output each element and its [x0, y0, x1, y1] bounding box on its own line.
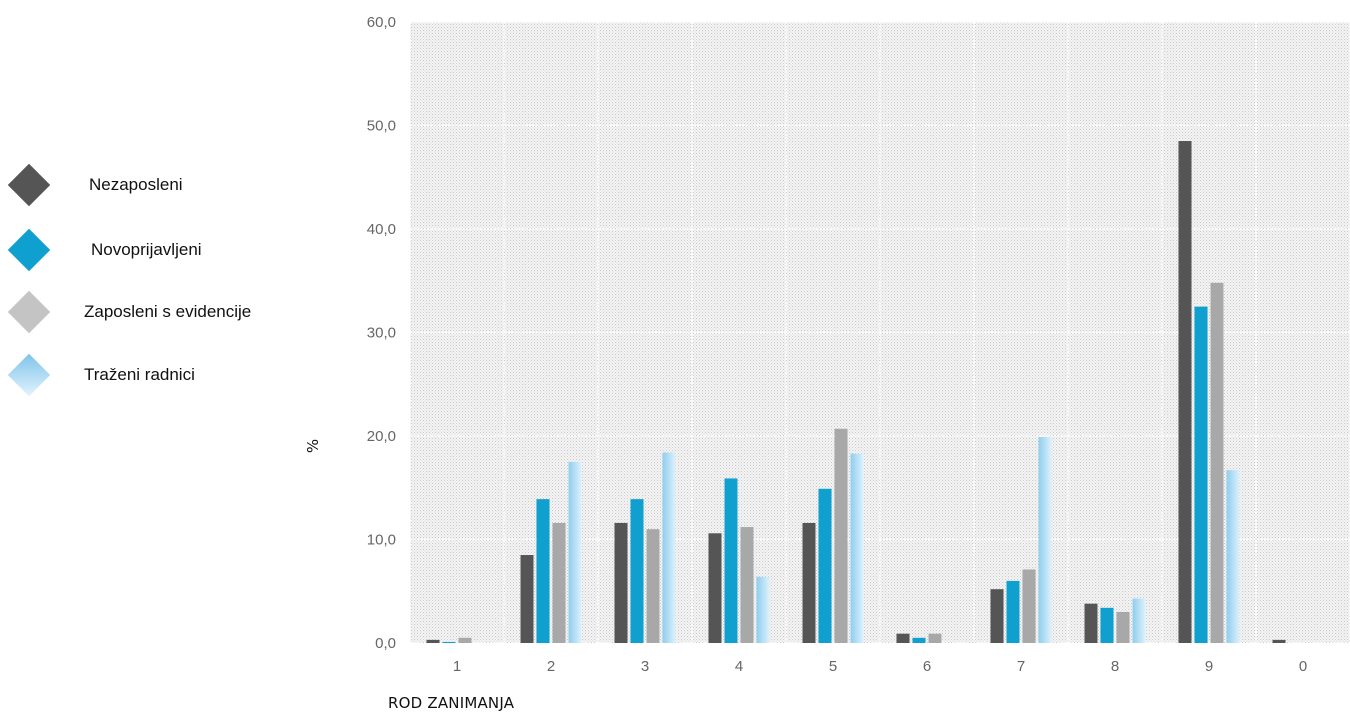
- legend-label: Traženi radnici: [84, 365, 195, 384]
- bar: [1084, 603, 1098, 643]
- x-tick-label: 1: [453, 658, 461, 675]
- bar: [756, 576, 770, 643]
- y-tick-label: 40,0: [367, 221, 396, 238]
- legend-marker-diamond: [7, 228, 51, 272]
- bar: [990, 589, 1004, 643]
- x-tick-label: 5: [829, 658, 837, 675]
- bar: [912, 637, 926, 643]
- legend-marker-diamond: [7, 353, 51, 397]
- bar: [536, 499, 550, 643]
- x-axis-ticks: 1 2 3 4 5 6 7 8 9 0: [453, 658, 1307, 675]
- bar: [834, 428, 848, 643]
- bars: [426, 141, 1286, 643]
- legend-marker-diamond: [7, 163, 51, 207]
- bar: [520, 555, 534, 643]
- x-tick-label: 9: [1205, 658, 1213, 675]
- bar: [850, 453, 864, 643]
- bar: [1022, 569, 1036, 643]
- legend-item-nezaposleni: Nezaposleni: [0, 163, 183, 207]
- bar: [1006, 580, 1020, 643]
- bar: [1272, 639, 1286, 643]
- bar: [662, 452, 676, 643]
- legend-item-novoprijavljeni: Novoprijavljeni: [0, 228, 202, 272]
- x-axis-title: ROD ZANIMANJA: [388, 694, 515, 712]
- y-tick-label: 10,0: [367, 532, 396, 549]
- x-tick-label: 3: [641, 658, 649, 675]
- legend-item-zaposleni: Zaposleni s evidencije: [0, 290, 251, 334]
- x-tick-label: 8: [1111, 658, 1119, 675]
- y-axis-label: %: [304, 439, 322, 453]
- bar: [458, 637, 472, 643]
- y-tick-label: 20,0: [367, 428, 396, 445]
- legend-label: Novoprijavljeni: [91, 240, 202, 259]
- legend-label: Zaposleni s evidencije: [84, 302, 252, 321]
- legend-label: Nezaposleni: [89, 175, 183, 194]
- bar: [442, 641, 456, 643]
- y-tick-label: 60,0: [367, 14, 396, 31]
- x-tick-label: 2: [547, 658, 555, 675]
- bar: [568, 461, 582, 643]
- bar: [1210, 282, 1224, 643]
- bar: [614, 522, 628, 643]
- bar: [1038, 437, 1052, 643]
- y-tick-label: 50,0: [367, 118, 396, 135]
- bar: [724, 478, 738, 643]
- bar: [818, 488, 832, 643]
- bar: [802, 522, 816, 643]
- bar: [1226, 470, 1240, 643]
- y-axis-ticks: 0,0 10,0 20,0 30,0 40,0 50,0 60,0: [367, 14, 396, 652]
- bar: [1116, 611, 1130, 643]
- bar: [1132, 598, 1146, 643]
- bar: [1178, 141, 1192, 643]
- legend-item-trazeni: Traženi radnici: [0, 353, 195, 397]
- x-tick-label: 4: [735, 658, 743, 675]
- bar: [708, 533, 722, 643]
- x-tick-label: 7: [1017, 658, 1025, 675]
- bar: [552, 522, 566, 643]
- bar: [740, 527, 754, 643]
- bar: [426, 639, 440, 643]
- x-tick-label: 0: [1299, 658, 1307, 675]
- bar: [928, 633, 942, 643]
- legend-marker-diamond: [7, 290, 51, 334]
- bar: [1194, 306, 1208, 643]
- bar: [646, 529, 660, 643]
- bar: [896, 633, 910, 643]
- y-tick-label: 30,0: [367, 325, 396, 342]
- x-tick-label: 6: [923, 658, 931, 675]
- bar: [1100, 607, 1114, 643]
- y-tick-label: 0,0: [375, 635, 396, 652]
- bar: [630, 499, 644, 643]
- grid-lines: [409, 21, 1350, 644]
